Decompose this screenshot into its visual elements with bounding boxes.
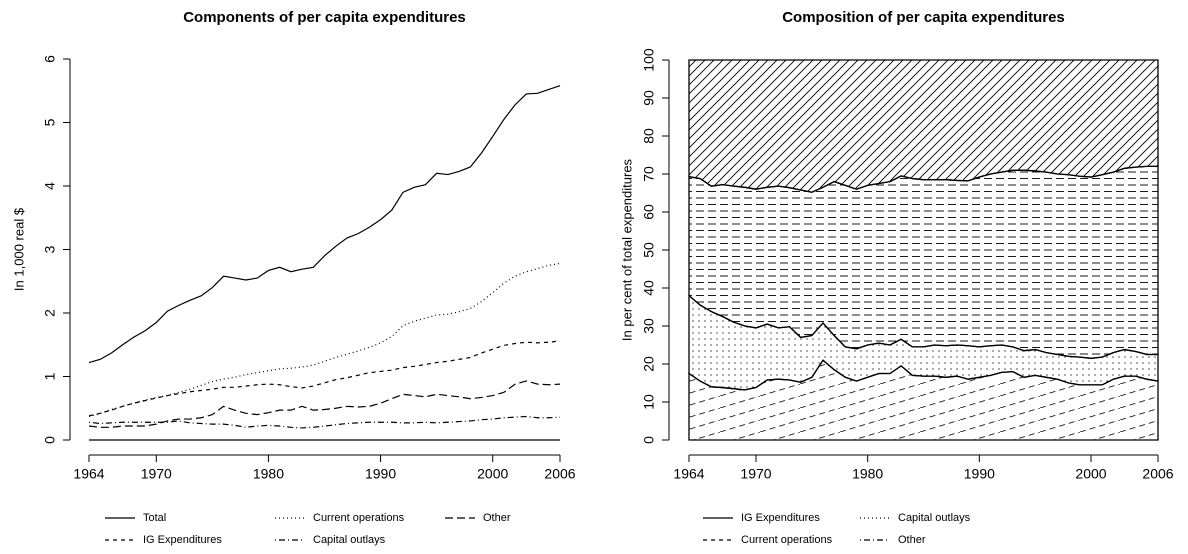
y-axis-label: In 1,000 real $ [11, 207, 26, 291]
x-tick-label: 2006 [544, 466, 575, 482]
legend-label: Other [483, 512, 511, 524]
x-tick-label: 1980 [852, 466, 883, 482]
legend-label: Current operations [741, 534, 833, 546]
legend-label: Capital outlays [898, 512, 971, 524]
y-tick-label: 0 [641, 436, 657, 444]
y-tick-label: 50 [641, 242, 657, 258]
legend-label: Capital outlays [313, 534, 386, 546]
y-tick-label: 0 [42, 436, 58, 444]
y-tick-label: 20 [641, 356, 657, 372]
legend-label: IG Expenditures [143, 534, 222, 546]
stacked-area [688, 59, 1159, 193]
y-axis-label: In per cent of total expenditures [619, 158, 634, 341]
x-tick-label: 1980 [253, 466, 284, 482]
legend-label: Other [898, 534, 926, 546]
series-line [88, 340, 561, 417]
x-tick-label: 1964 [673, 466, 704, 482]
y-tick-label: 10 [641, 394, 657, 410]
legend-label: IG Expenditures [741, 512, 820, 524]
y-tick-label: 30 [641, 318, 657, 334]
x-tick-label: 1990 [964, 466, 995, 482]
y-tick-label: 80 [641, 128, 657, 144]
x-tick-label: 1970 [740, 466, 771, 482]
y-tick-label: 4 [42, 182, 58, 190]
series-line [88, 85, 561, 364]
y-tick-label: 1 [42, 372, 58, 380]
y-tick-label: 100 [641, 48, 657, 72]
x-tick-label: 1970 [141, 466, 172, 482]
legend-label: Current operations [313, 512, 405, 524]
series-line [88, 415, 561, 429]
chart-title: Components of per capita expenditures [183, 9, 466, 26]
y-tick-label: 90 [641, 90, 657, 106]
y-tick-label: 5 [42, 118, 58, 126]
x-tick-label: 1990 [365, 466, 396, 482]
series-line [88, 380, 561, 428]
chart-title: Composition of per capita expenditures [782, 9, 1065, 26]
y-tick-label: 70 [641, 166, 657, 182]
x-tick-label: 2000 [1075, 466, 1106, 482]
x-tick-label: 2000 [477, 466, 508, 482]
x-tick-label: 1964 [73, 466, 104, 482]
y-tick-label: 60 [641, 204, 657, 220]
legend-label: Total [143, 512, 166, 524]
y-tick-label: 40 [641, 280, 657, 296]
y-tick-label: 3 [42, 245, 58, 253]
y-tick-label: 6 [42, 55, 58, 63]
y-tick-label: 2 [42, 309, 58, 317]
x-tick-label: 2006 [1142, 466, 1173, 482]
